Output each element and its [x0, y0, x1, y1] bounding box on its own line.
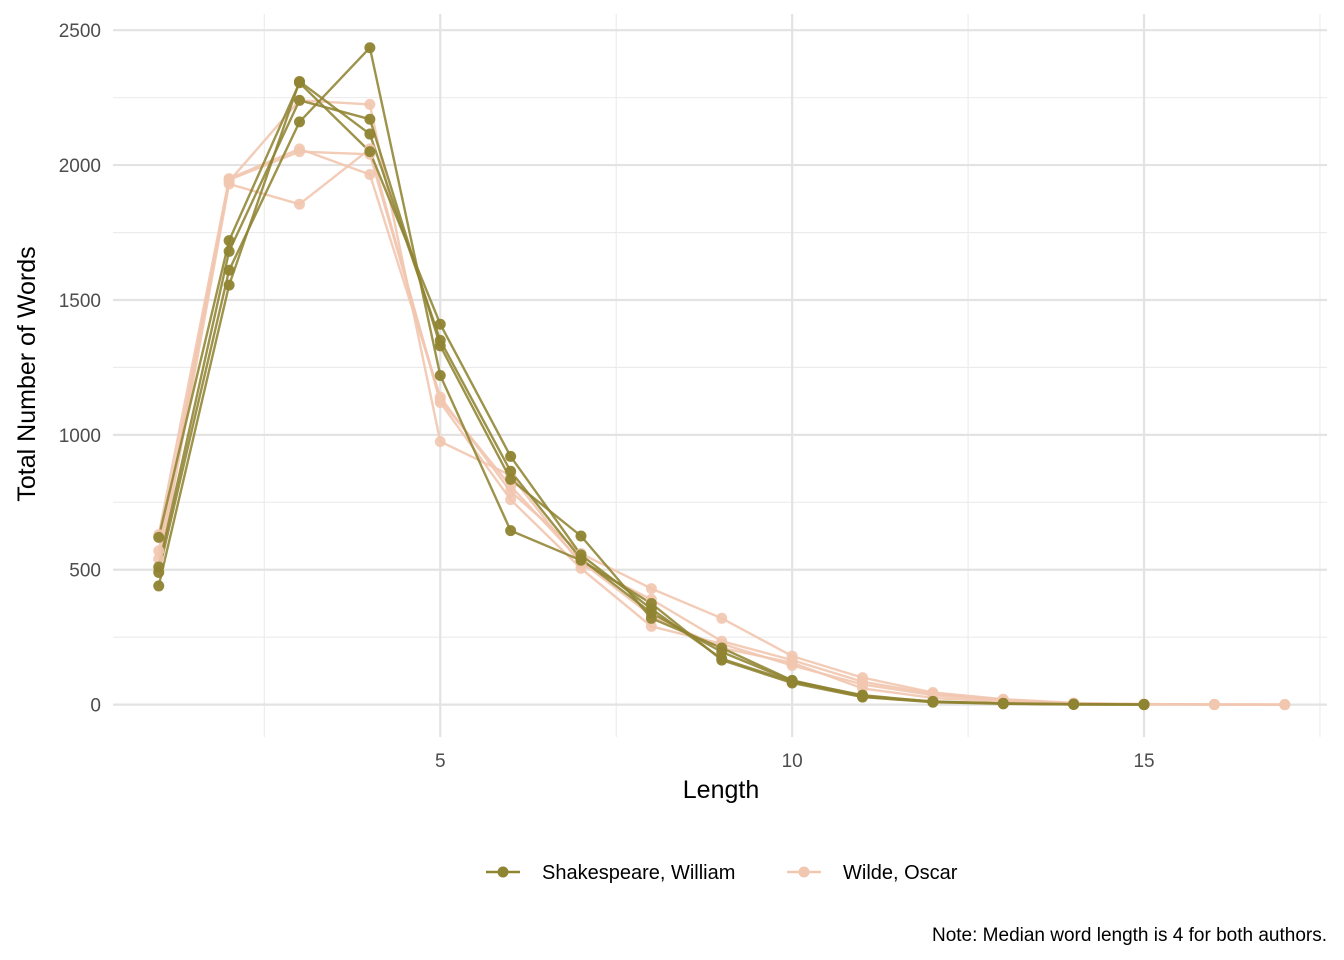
data-point-shakespeare — [575, 530, 587, 542]
x-tick-label: 10 — [782, 751, 803, 772]
data-point-shakespeare — [1068, 698, 1080, 710]
legend-label-shakespeare: Shakespeare, William — [542, 862, 735, 884]
data-point-shakespeare — [505, 473, 517, 485]
data-point-wilde — [716, 612, 728, 624]
data-point-shakespeare — [434, 334, 446, 346]
legend-label-wilde: Wilde, Oscar — [843, 862, 958, 884]
data-point-shakespeare — [505, 525, 517, 537]
legend-item-shakespeare: Shakespeare, William — [486, 862, 735, 884]
data-point-shakespeare — [364, 113, 376, 125]
data-point-shakespeare — [153, 566, 165, 578]
y-tick-label: 2500 — [59, 21, 101, 42]
data-point-wilde — [223, 174, 235, 186]
y-tick-label: 1000 — [59, 426, 101, 447]
data-point-shakespeare — [434, 318, 446, 330]
series-lines — [157, 46, 1285, 706]
data-point-wilde — [293, 198, 305, 210]
y-tick-label: 1500 — [59, 291, 101, 312]
data-point-wilde — [364, 169, 376, 181]
x-tick-label: 15 — [1133, 751, 1154, 772]
series-points — [153, 42, 1291, 711]
y-axis-title: Total Number of Words — [13, 246, 41, 501]
data-point-wilde — [1279, 699, 1291, 711]
data-point-shakespeare — [505, 450, 517, 462]
data-point-wilde — [434, 394, 446, 406]
y-tick-label: 0 — [90, 696, 101, 717]
data-point-shakespeare — [364, 42, 376, 54]
data-point-shakespeare — [505, 465, 517, 477]
legend-point-wilde — [798, 866, 810, 878]
data-point-wilde — [364, 98, 376, 110]
data-point-shakespeare — [645, 597, 657, 609]
y-axis-tick-labels: 0 500 1000 1500 2000 2500 — [59, 21, 101, 716]
grid-lines — [113, 14, 1327, 737]
data-point-wilde — [645, 620, 657, 632]
legend: Shakespeare, William Wilde, Oscar — [486, 862, 958, 884]
data-point-shakespeare — [786, 675, 798, 687]
data-point-wilde — [153, 545, 165, 557]
data-point-shakespeare — [293, 116, 305, 128]
data-point-shakespeare — [1138, 699, 1150, 711]
x-axis-title: Length — [683, 776, 759, 804]
data-point-shakespeare — [716, 646, 728, 658]
legend-point-shakespeare — [497, 866, 509, 878]
data-point-shakespeare — [293, 75, 305, 87]
data-point-shakespeare — [716, 654, 728, 666]
data-point-shakespeare — [575, 553, 587, 565]
x-tick-label: 5 — [435, 751, 446, 772]
data-point-shakespeare — [927, 696, 939, 708]
data-point-wilde — [786, 657, 798, 669]
data-point-shakespeare — [223, 245, 235, 257]
y-tick-label: 2000 — [59, 156, 101, 177]
data-point-wilde — [1208, 699, 1220, 711]
data-point-wilde — [153, 553, 165, 565]
data-point-shakespeare — [223, 264, 235, 276]
chart-caption: Note: Median word length is 4 for both a… — [932, 925, 1327, 946]
data-point-wilde — [293, 146, 305, 158]
data-point-shakespeare — [997, 698, 1009, 710]
data-point-shakespeare — [645, 607, 657, 619]
y-tick-label: 500 — [69, 561, 101, 582]
data-point-shakespeare — [857, 689, 869, 701]
data-point-shakespeare — [364, 146, 376, 158]
data-point-shakespeare — [153, 531, 165, 543]
data-point-shakespeare — [153, 580, 165, 592]
x-axis-tick-labels: 5 10 15 — [435, 751, 1155, 772]
data-point-shakespeare — [223, 235, 235, 247]
data-point-shakespeare — [223, 279, 235, 291]
data-point-shakespeare — [293, 94, 305, 106]
legend-item-wilde: Wilde, Oscar — [787, 862, 958, 884]
data-point-shakespeare — [364, 128, 376, 140]
data-point-wilde — [645, 583, 657, 595]
data-point-wilde — [505, 494, 517, 506]
data-point-shakespeare — [434, 370, 446, 381]
data-point-wilde — [434, 436, 446, 448]
